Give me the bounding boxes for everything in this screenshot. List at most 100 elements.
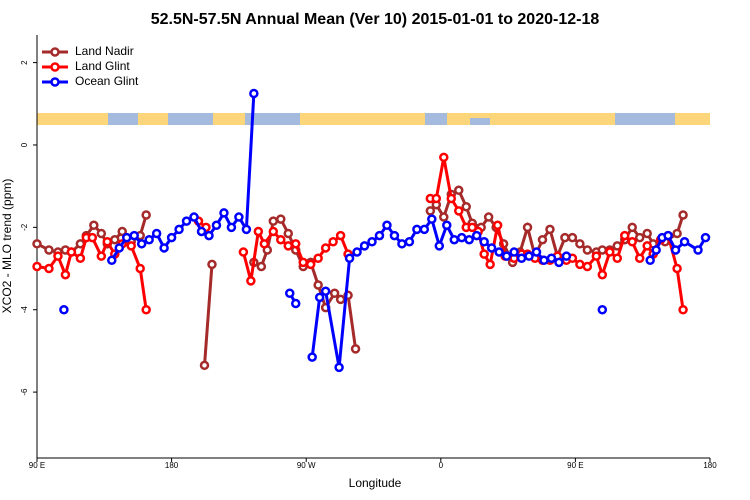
point <box>151 228 162 239</box>
point <box>219 208 229 218</box>
point <box>612 253 623 263</box>
point <box>663 230 673 241</box>
point <box>678 304 688 315</box>
point <box>672 263 682 274</box>
point <box>141 210 151 220</box>
point <box>117 226 127 237</box>
point <box>471 230 482 241</box>
point <box>53 251 63 261</box>
point <box>313 280 323 290</box>
point <box>241 224 252 235</box>
point <box>75 253 86 263</box>
point <box>605 247 615 257</box>
point <box>276 214 286 224</box>
point <box>389 230 400 241</box>
point <box>320 243 331 253</box>
point <box>431 193 442 204</box>
x-tick-label: 90 E <box>567 461 583 470</box>
series <box>59 88 711 373</box>
point <box>107 255 117 266</box>
point <box>485 259 495 270</box>
point <box>582 261 593 272</box>
point <box>96 228 107 239</box>
point <box>524 251 534 261</box>
point <box>199 360 210 371</box>
point <box>651 245 661 255</box>
point <box>290 298 301 309</box>
point <box>290 239 301 249</box>
point <box>439 212 449 222</box>
point <box>328 237 338 247</box>
point <box>634 253 645 263</box>
legend-marker <box>50 77 60 87</box>
point <box>567 232 578 243</box>
point <box>404 237 415 247</box>
point <box>442 220 452 231</box>
point <box>537 234 548 245</box>
point <box>32 239 42 249</box>
y-tick-label: -6 <box>20 388 29 396</box>
point <box>539 255 549 266</box>
point <box>305 259 316 270</box>
point <box>670 245 681 255</box>
x-tick-label: 90 W <box>297 461 316 470</box>
point <box>207 259 217 270</box>
point <box>575 259 585 270</box>
point <box>283 228 294 239</box>
y-axis-label: XCO2 - MLO trend (ppm) <box>0 179 14 314</box>
legend-marker <box>50 47 60 57</box>
y-tick-label: -2 <box>20 223 29 231</box>
point <box>461 202 471 212</box>
point <box>531 247 542 257</box>
point <box>166 232 177 243</box>
point <box>174 224 184 235</box>
point <box>479 249 489 259</box>
point <box>96 251 107 261</box>
point <box>642 241 652 251</box>
point <box>434 241 445 251</box>
point <box>204 230 214 241</box>
x-tick-label: 180 <box>703 461 717 470</box>
x-axis-label: Longitude <box>349 476 402 490</box>
point <box>159 243 169 253</box>
point <box>412 224 422 235</box>
point <box>234 212 244 222</box>
point <box>516 253 527 263</box>
point <box>335 230 346 241</box>
ocean-strip <box>425 113 447 125</box>
point <box>591 251 602 261</box>
point <box>259 239 270 249</box>
point <box>253 226 264 237</box>
point <box>344 253 355 263</box>
point <box>645 255 655 266</box>
point <box>268 226 279 237</box>
point <box>554 257 564 268</box>
series-line <box>110 93 707 368</box>
point <box>494 247 504 257</box>
legend-label: Land Glint <box>75 59 130 73</box>
point <box>249 88 259 99</box>
point <box>492 220 503 231</box>
point <box>335 294 346 305</box>
ocean-strip <box>245 113 300 125</box>
point <box>102 237 113 247</box>
point <box>114 243 125 253</box>
point <box>700 232 711 243</box>
point <box>246 276 256 286</box>
point <box>597 245 608 255</box>
point <box>110 234 120 245</box>
ocean-strip <box>470 118 490 125</box>
point <box>334 362 344 373</box>
point <box>59 304 69 315</box>
point <box>678 210 688 220</box>
y-tick-label: -4 <box>20 306 29 314</box>
point <box>483 212 494 222</box>
point <box>693 245 703 255</box>
point <box>268 216 279 226</box>
point <box>425 206 436 216</box>
point <box>32 261 42 272</box>
point <box>597 304 608 315</box>
point <box>397 239 407 249</box>
legend-marker <box>50 62 60 72</box>
